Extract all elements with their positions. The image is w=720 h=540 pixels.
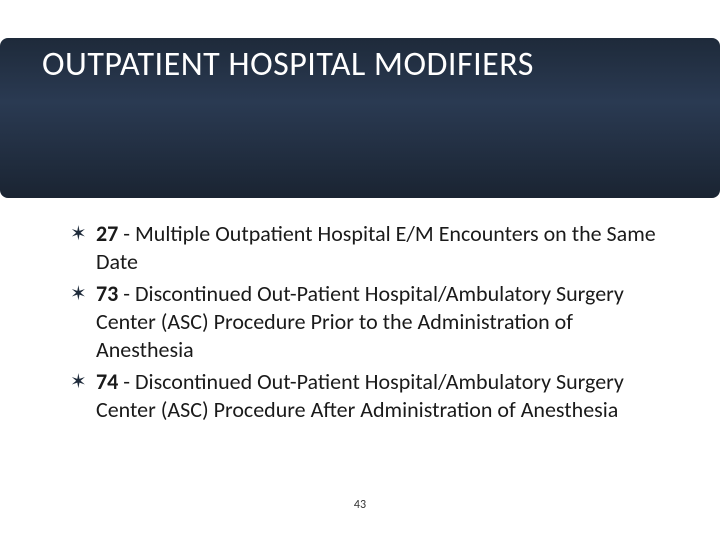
- modifier-code: 73: [96, 280, 118, 307]
- modifier-code: 74: [96, 368, 118, 395]
- asterisk-icon: ✶: [70, 280, 96, 308]
- modifier-description: - Discontinued Out-Patient Hospital/Ambu…: [96, 368, 624, 423]
- list-item: ✶ 74 - Discontinued Out-Patient Hospital…: [70, 368, 660, 424]
- bullet-text: 74 - Discontinued Out-Patient Hospital/A…: [96, 368, 660, 424]
- slide: OUTPATIENT HOSPITAL MODIFIERS ✶ 27 - Mul…: [0, 0, 720, 540]
- bullet-text: 73 - Discontinued Out-Patient Hospital/A…: [96, 280, 660, 364]
- bullet-list: ✶ 27 - Multiple Outpatient Hospital E/M …: [70, 220, 660, 428]
- slide-title: OUTPATIENT HOSPITAL MODIFIERS: [42, 44, 534, 85]
- asterisk-icon: ✶: [70, 368, 96, 396]
- bullet-text: 27 - Multiple Outpatient Hospital E/M En…: [96, 220, 660, 276]
- list-item: ✶ 73 - Discontinued Out-Patient Hospital…: [70, 280, 660, 364]
- page-number: 43: [0, 498, 720, 512]
- modifier-code: 27: [96, 220, 118, 247]
- modifier-description: - Multiple Outpatient Hospital E/M Encou…: [96, 220, 656, 275]
- list-item: ✶ 27 - Multiple Outpatient Hospital E/M …: [70, 220, 660, 276]
- asterisk-icon: ✶: [70, 220, 96, 248]
- modifier-description: - Discontinued Out-Patient Hospital/Ambu…: [96, 280, 624, 363]
